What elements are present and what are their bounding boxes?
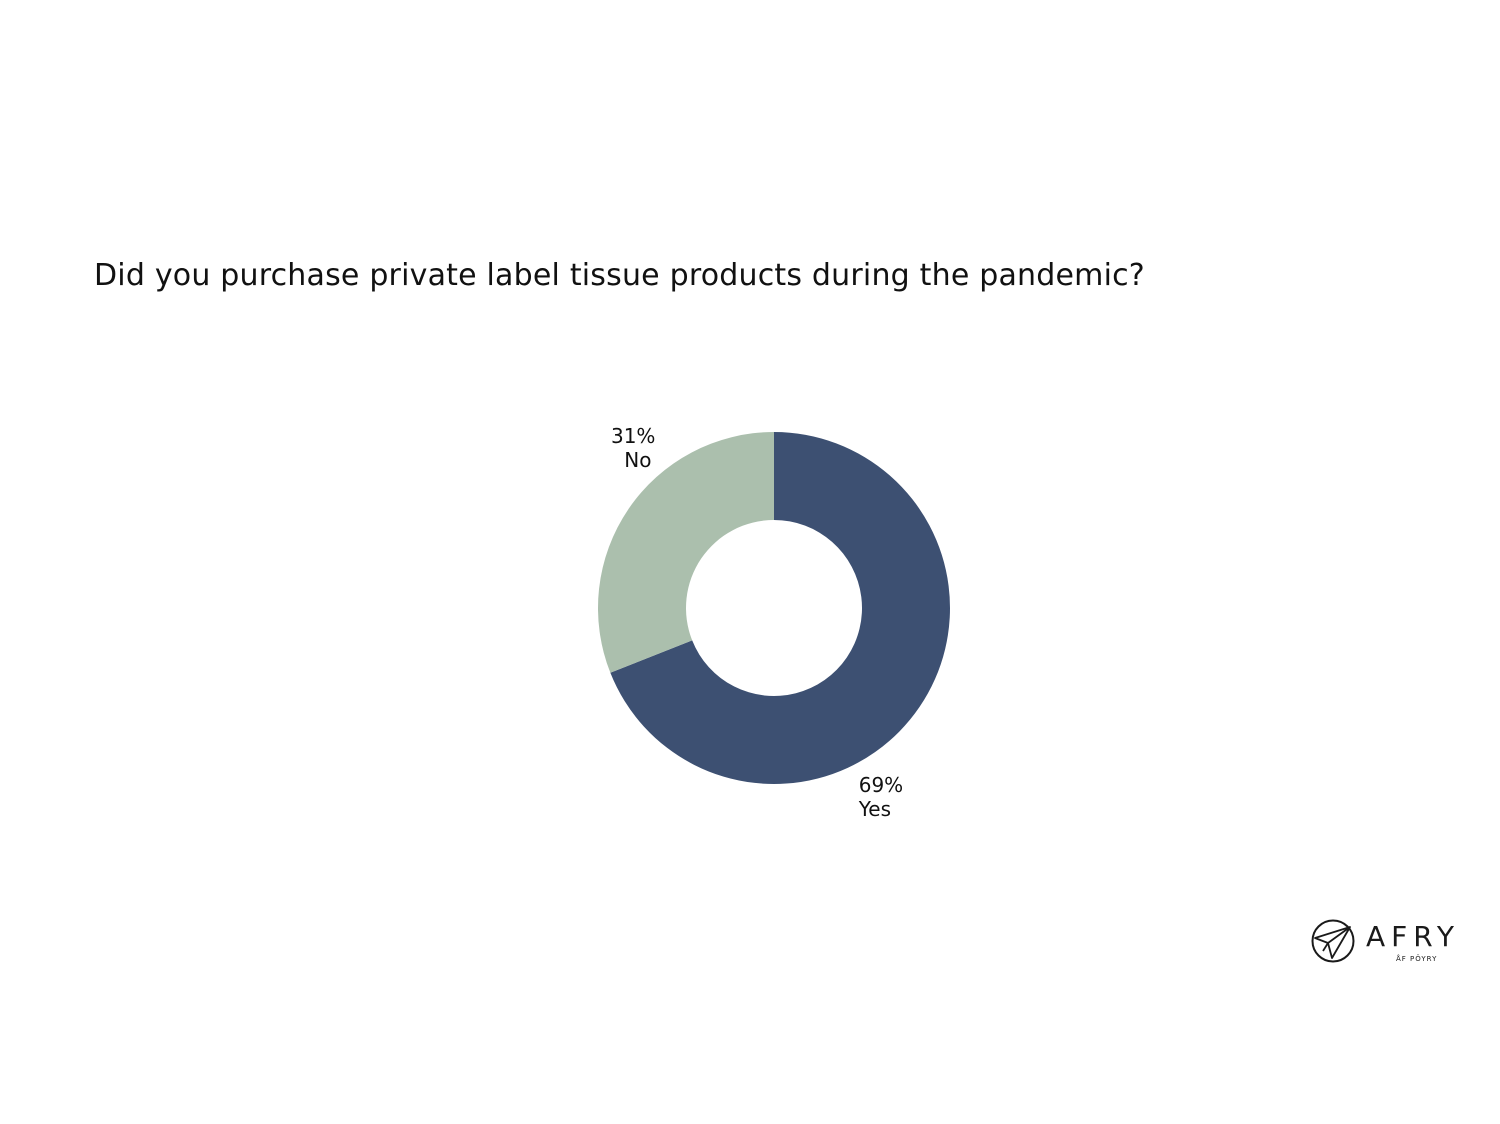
donut-labels: 69%Yes 31%No <box>611 424 903 821</box>
afry-logo: AFRY ÅF PÖYRY <box>1310 916 1470 968</box>
logo-subtitle: ÅF PÖYRY <box>1396 955 1438 963</box>
slice-value-label-yes: 69% <box>859 773 903 797</box>
logo-wordmark: AFRY <box>1366 920 1461 953</box>
donut-slice-no <box>598 432 774 673</box>
slice-category-label-no: No <box>624 448 651 472</box>
paper-plane-circle-icon <box>1311 919 1355 963</box>
donut-slices <box>598 432 950 784</box>
slice-value-label-no: 31% <box>611 424 655 448</box>
slice-category-label-yes: Yes <box>858 797 891 821</box>
donut-slice-yes <box>610 432 950 784</box>
chart-title: Did you purchase private label tissue pr… <box>94 258 1145 293</box>
